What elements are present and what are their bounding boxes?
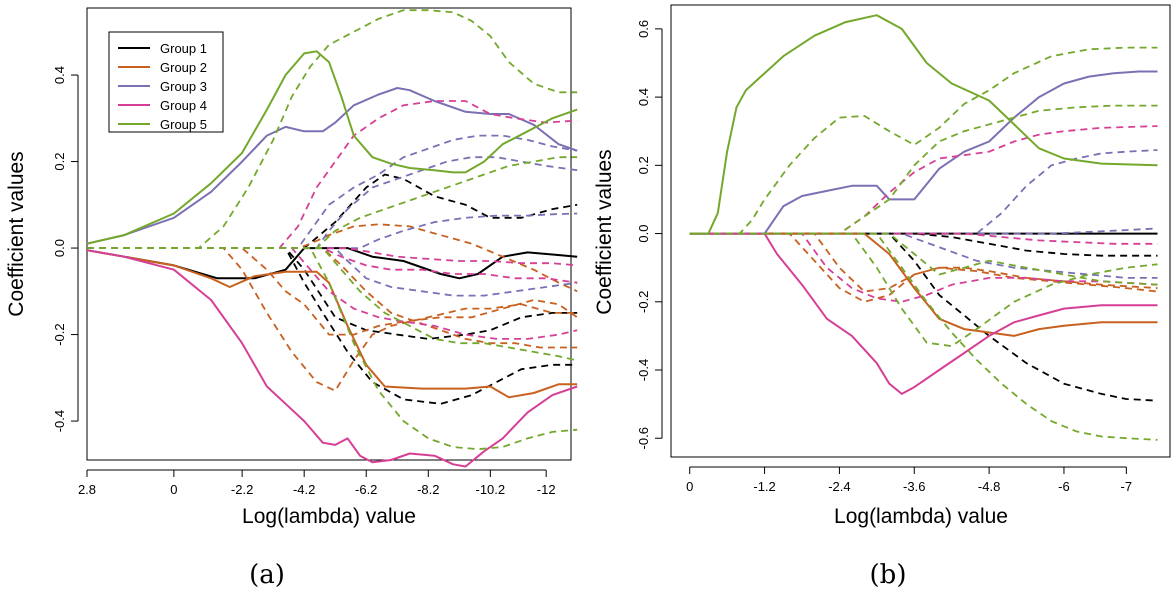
series-line-b-16: [689, 46, 1158, 235]
series-lines-b: [689, 14, 1158, 441]
y-axis-label-a: Coefficient values: [5, 151, 28, 316]
legend-label-4: Group 4: [160, 98, 207, 113]
series-line-a-12: [87, 156, 578, 250]
y-tick-label-a-4: 0.2: [52, 153, 67, 171]
series-line-b-5: [689, 232, 1158, 303]
legend: Group 1 Group 2 Group 3 Group 4 Group 5: [108, 31, 224, 133]
caption-a: (a): [249, 560, 285, 589]
series-line-b-20: [689, 232, 1158, 286]
plot-frame-b: [670, 4, 1171, 458]
series-line-b-7: [689, 70, 1158, 235]
x-tick-label-a-1: 2.8: [78, 482, 96, 497]
x-tick-label-a-4: -4.2: [293, 482, 315, 497]
series-line-a-22: [87, 247, 578, 451]
series-line-a-18: [87, 247, 578, 284]
legend-label-5: Group 5: [160, 117, 207, 132]
y-tick-label-b-7: 0.6: [636, 20, 651, 38]
series-line-b-18: [689, 232, 1158, 441]
series-line-b-9: [689, 232, 1158, 279]
series-line-a-3: [87, 247, 578, 340]
series-line-a-23: [87, 156, 578, 250]
x-axis-label-b: Log(lambda) value: [834, 505, 1008, 528]
axes-a: 2.8 0 -2.2 -4.2 -6.2 -8.2 -10.2 -12 -0.4 -0.2 0.0 0…: [52, 66, 556, 497]
series-line-b-15: [689, 14, 1158, 235]
panel-a: 2.8 0 -2.2 -4.2 -6.2 -8.2 -10.2 -12 -0.4 -0.2 0.0 0…: [5, 7, 578, 589]
legend-label-3: Group 3: [160, 79, 207, 94]
series-line-b-4: [689, 232, 1158, 337]
series-line-a-6: [87, 247, 578, 392]
series-line-a-5: [86, 249, 578, 399]
y-tick-label-b-6: 0.4: [636, 88, 651, 106]
series-line-a-4: [87, 247, 578, 405]
panel-b: 0 -1.2 -2.4 -3.6 -4.8 -6 -7 -0.6 -0.4 -0.2 0.0 0.2 0…: [593, 4, 1171, 589]
x-axis-label-a: Log(lambda) value: [242, 505, 416, 528]
series-line-a-15: [86, 249, 578, 468]
caption-b: (b): [870, 560, 907, 589]
x-tick-label-a-6: -8.2: [417, 482, 439, 497]
series-line-b-13: [689, 232, 1158, 303]
series-line-a-14: [87, 212, 578, 250]
x-tick-label-b-7: -7: [1121, 479, 1133, 494]
series-line-a-8: [87, 223, 578, 293]
series-line-b-8: [689, 149, 1158, 235]
series-line-a-9: [87, 247, 578, 349]
y-tick-label-b-4: 0.0: [636, 225, 651, 243]
x-tick-label-b-4: -3.6: [903, 479, 925, 494]
x-tick-label-b-3: -2.4: [828, 479, 850, 494]
series-line-a-16: [87, 100, 578, 250]
series-line-a-13: [87, 247, 578, 297]
series-line-a-11: [87, 134, 578, 250]
y-tick-label-b-1: -0.6: [636, 427, 651, 449]
series-line-b-19: [689, 232, 1158, 348]
x-tick-label-b-5: -4.8: [978, 479, 1000, 494]
x-tick-label-a-2: 0: [170, 482, 177, 497]
series-line-a-10: [86, 87, 578, 245]
series-line-a-1: [86, 247, 578, 280]
axes-b: 0 -1.2 -2.4 -3.6 -4.8 -6 -7 -0.6 -0.4 -0.2 0.0 0.2 0…: [636, 20, 1132, 494]
series-line-a-24: [87, 247, 578, 362]
series-lines-a: [86, 9, 578, 468]
y-axis-label-b: Coefficient values: [593, 149, 616, 314]
x-tick-label-b-6: -6: [1058, 479, 1070, 494]
y-tick-label-b-3: -0.2: [636, 291, 651, 313]
series-line-a-2: [87, 173, 578, 250]
series-line-b-12: [689, 125, 1158, 235]
y-tick-label-a-2: -0.2: [52, 323, 67, 345]
plot-frame-a: [86, 7, 572, 461]
x-tick-label-b-1: 0: [686, 479, 693, 494]
series-line-a-17: [87, 247, 578, 340]
legend-label-1: Group 1: [160, 41, 207, 56]
series-line-b-14: [689, 232, 1158, 245]
y-tick-label-a-3: 0.0: [52, 239, 67, 257]
series-line-a-20: [86, 50, 578, 245]
y-tick-label-a-5: 0.4: [52, 66, 67, 84]
y-tick-label-a-1: -0.4: [52, 410, 67, 432]
x-tick-label-a-5: -6.2: [355, 482, 377, 497]
x-tick-label-a-3: -2.2: [231, 482, 253, 497]
legend-label-2: Group 2: [160, 60, 207, 75]
y-tick-label-b-5: 0.2: [636, 156, 651, 174]
series-line-b-17: [689, 104, 1158, 235]
series-line-a-21: [87, 9, 578, 250]
y-tick-label-b-2: -0.4: [636, 359, 651, 381]
series-line-a-19: [87, 247, 578, 267]
x-tick-label-b-2: -1.2: [753, 479, 775, 494]
series-line-b-2: [689, 232, 1158, 402]
series-line-b-11: [689, 232, 1158, 395]
x-tick-label-a-7: -10.2: [476, 482, 506, 497]
series-line-b-3: [689, 232, 1158, 257]
x-tick-label-a-8: -12: [537, 482, 556, 497]
series-line-a-7: [87, 247, 578, 336]
series-line-b-6: [689, 232, 1158, 293]
